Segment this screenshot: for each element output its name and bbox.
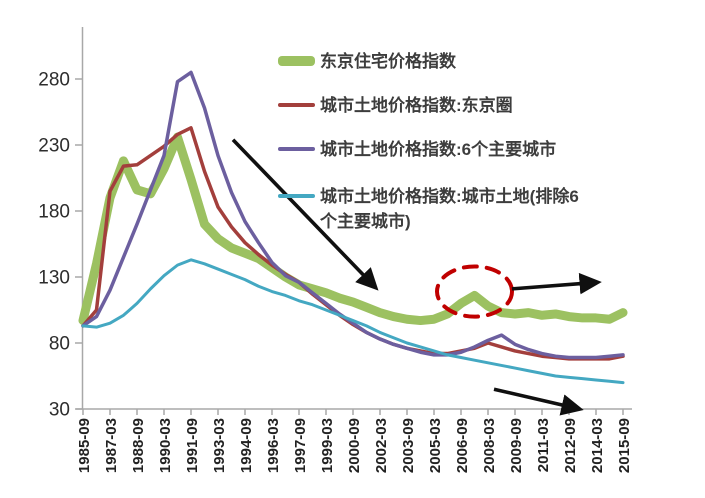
x-tick-label: 1985-09 [76,418,93,473]
x-tick-label: 2014-03 [589,418,606,473]
x-tick-label: 2008-03 [481,418,498,473]
x-tick-label: 1987-03 [103,418,120,473]
y-tick-label: 280 [38,70,70,91]
x-tick-label: 1991-09 [184,418,201,473]
x-tick-label: 2006-09 [454,418,471,473]
y-tick-label: 130 [38,268,70,289]
x-tick-label: 1988-09 [130,418,147,473]
series-line-3 [81,258,625,385]
annotation-arrow-2 [493,387,584,416]
x-tick-label: 1990-03 [157,418,174,473]
x-tick-label: 2002-03 [373,418,390,473]
x-tick-label: 2012-09 [562,418,579,473]
x-tick-label: 1996-03 [265,418,282,473]
x-tick-label: 1999-03 [319,418,336,473]
y-tick-label: 30 [49,400,70,421]
x-tick-label: 2005-03 [427,418,444,473]
x-tick-label: 2009-09 [508,418,525,473]
x-tick-label: 1997-09 [292,418,309,473]
y-tick-label: 230 [38,136,70,157]
x-tick-label: 2011-03 [535,418,552,472]
x-tick-label: 1994-09 [238,418,255,473]
highlight-ellipse [435,264,514,319]
y-tick-label: 180 [38,202,70,223]
x-tick-label: 1993-03 [211,418,228,473]
series-line-0 [78,132,628,326]
annotation-arrow-1 [511,272,602,295]
y-tick-label: 80 [49,334,70,355]
series-line-2 [81,70,625,360]
x-tick-label: 2000-09 [346,418,363,473]
annotation-arrow-0 [231,138,379,291]
x-tick-label: 2015-09 [616,418,633,473]
x-tick-label: 2003-09 [400,418,417,473]
